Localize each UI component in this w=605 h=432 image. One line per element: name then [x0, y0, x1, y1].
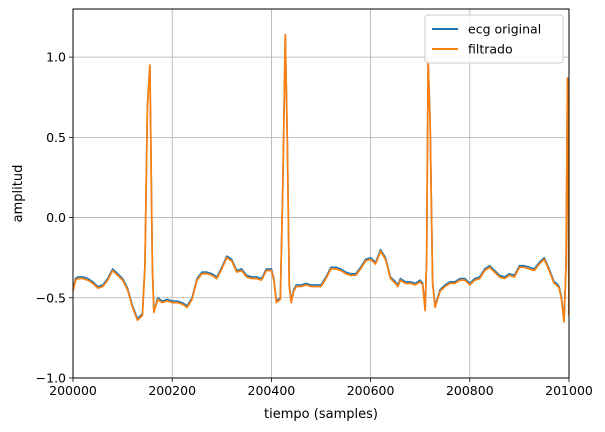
- x-tick-label: 200400: [248, 383, 296, 398]
- plot-frame: [72, 8, 570, 379]
- x-tick-label: 200600: [347, 383, 395, 398]
- series-line-filtrado: [73, 33, 569, 323]
- ticks: 200000 200200 200400 200600 200800 201000 −1.0…: [36, 50, 593, 398]
- legend-label-ecg-original: ecg original: [468, 22, 541, 37]
- y-tick-label: 1.0: [46, 50, 66, 65]
- grid: [72, 9, 570, 379]
- x-tick-label: 201000: [545, 383, 593, 398]
- x-tick-label: 200800: [446, 383, 494, 398]
- legend-box: [424, 14, 564, 64]
- x-tick-label: 200000: [49, 383, 97, 398]
- y-tick-label: −1.0: [36, 371, 66, 386]
- x-axis-label: tiempo (samples): [264, 407, 378, 422]
- series-line-ecg-original: [73, 33, 569, 322]
- y-tick-label: −0.5: [36, 290, 66, 305]
- y-axis-label: amplitud: [11, 165, 26, 223]
- legend-label-filtrado: filtrado: [468, 42, 513, 57]
- x-tick-label: 200200: [148, 383, 196, 398]
- y-tick-label: 0.0: [46, 210, 66, 225]
- y-tick-label: 0.5: [46, 130, 66, 145]
- series-layer: [73, 33, 569, 323]
- legend: ecg original filtrado: [424, 14, 564, 64]
